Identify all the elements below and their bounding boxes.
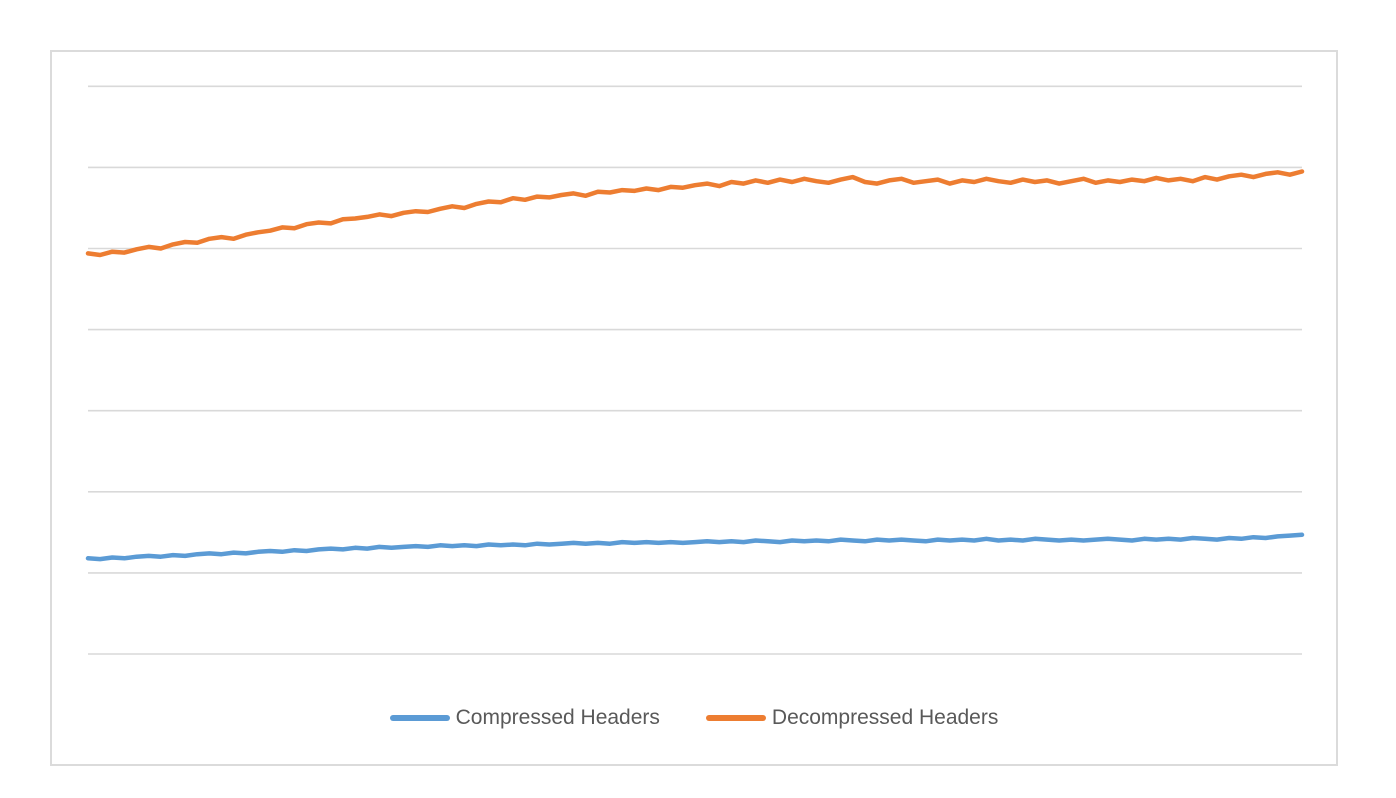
gridlines [88, 85, 1302, 655]
legend-label-decompressed: Decompressed Headers [771, 706, 999, 729]
legend-label-compressed: Compressed Headers [455, 706, 660, 729]
legend-marker-decompressed-icon [705, 715, 766, 721]
series-lines [85, 169, 1305, 562]
chart-frame: Compressed Headers Decompressed Headers [50, 50, 1338, 766]
legend-item-decompressed-headers: Decompressed Headers [705, 706, 999, 730]
series-line-compressed-headers [85, 532, 1305, 562]
line-chart-svg [85, 85, 1305, 655]
legend-item-compressed-headers: Compressed Headers [389, 706, 660, 730]
series-line-decompressed-headers [85, 169, 1305, 258]
legend-marker-compressed-icon [389, 715, 450, 721]
legend: Compressed Headers Decompressed Headers [52, 700, 1336, 736]
